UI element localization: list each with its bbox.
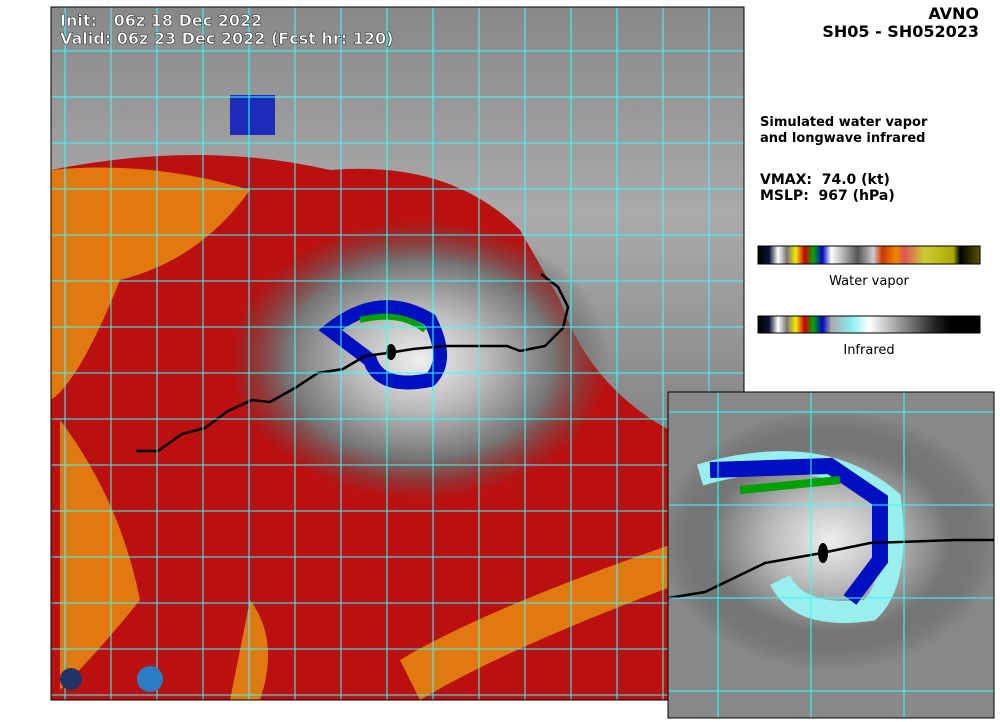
- colorbar: [757, 245, 981, 265]
- inset-image: [668, 392, 994, 718]
- description: and longwave infrared: [760, 131, 926, 146]
- description: Simulated water vapor: [760, 115, 928, 130]
- storm-id: SH05 - SH052023: [822, 22, 979, 41]
- model-name: AVNO: [928, 4, 979, 23]
- colorbar-label: Water vapor: [829, 274, 909, 289]
- valid-time: Valid: 06z 23 Dec 2022 (Fcst hr: 120): [60, 29, 393, 48]
- satellite-image: [51, 7, 744, 700]
- mslp: MSLP: 967 (hPa): [760, 188, 895, 204]
- init-time: Init: 06z 18 Dec 2022: [60, 11, 262, 30]
- image-frame: [50, 6, 745, 701]
- colorbar: [757, 315, 981, 334]
- colorbar-label: Infrared: [843, 343, 894, 358]
- vmax: VMAX: 74.0 (kt): [760, 172, 890, 188]
- inset-frame: [667, 391, 995, 719]
